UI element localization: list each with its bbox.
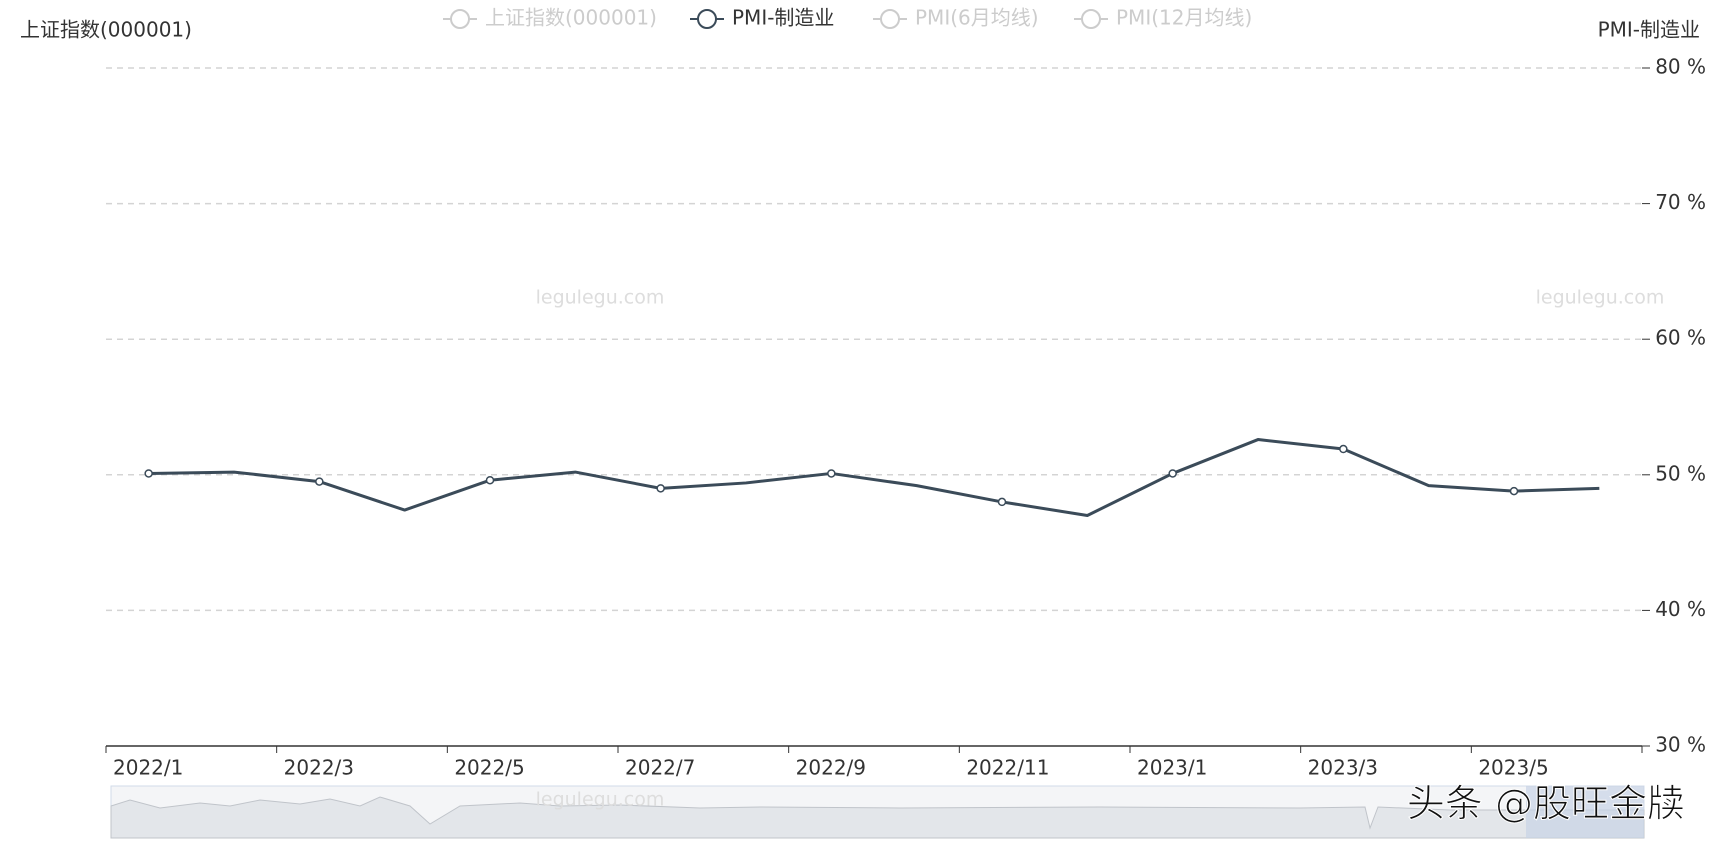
x-tick-label: 2023/5	[1478, 756, 1548, 780]
x-tick-label: 2023/3	[1308, 756, 1378, 780]
legend-symbol	[880, 9, 900, 29]
point	[997, 497, 1007, 507]
legend-symbol	[697, 9, 717, 29]
point	[827, 469, 836, 478]
data-zoom[interactable]	[110, 785, 1645, 839]
point	[1509, 486, 1519, 496]
y2-axis-title: PMI-制造业	[1598, 18, 1700, 42]
x-tick-label: 2022/9	[796, 756, 866, 780]
legend-item[interactable]: PMI-制造业	[690, 6, 834, 30]
y2-tick-label: 70 %	[1655, 190, 1706, 214]
legend-label: PMI-制造业	[732, 6, 834, 30]
y2-tick-label: 50 %	[1655, 461, 1706, 485]
x-tick-label: 2022/1	[113, 756, 183, 780]
legend-symbol	[1081, 9, 1101, 29]
x-tick-label: 2022/3	[284, 756, 354, 780]
legend-symbol	[450, 9, 470, 29]
y2-tick-label: 60 %	[1655, 326, 1706, 350]
y2-tick-label: 80 %	[1655, 55, 1706, 79]
zoom-preview	[110, 796, 1645, 839]
point	[656, 484, 665, 493]
y-axis-title: 上证指数(000001)	[20, 18, 192, 42]
line-series	[148, 438, 1600, 517]
watermark: legulegu.com	[1536, 287, 1665, 309]
point	[485, 475, 495, 485]
legend-item[interactable]: 上证指数(000001)	[443, 6, 657, 30]
point	[1339, 444, 1348, 454]
watermark: legulegu.com	[536, 287, 665, 309]
watermark: legulegu.com	[536, 789, 665, 811]
zoom-window[interactable]	[1526, 786, 1644, 838]
x-tick-label: 2022/11	[966, 756, 1049, 780]
x-tick-label: 2022/5	[454, 756, 524, 780]
watermark: 头条 @股旺金牍	[1407, 782, 1685, 826]
legend-label: 上证指数(000001)	[485, 6, 657, 30]
legend-item[interactable]: PMI(6月均线)	[873, 6, 1039, 30]
x-tick-label: 2022/7	[625, 756, 695, 780]
legend-item[interactable]: PMI(12月均线)	[1074, 6, 1252, 30]
x-tick-label: 2023/1	[1137, 756, 1207, 780]
point	[144, 469, 153, 478]
y2-tick-label: 30 %	[1655, 733, 1706, 757]
legend-label: PMI(12月均线)	[1116, 6, 1252, 30]
point	[1168, 469, 1177, 478]
legend-label: PMI(6月均线)	[915, 6, 1039, 30]
point	[315, 477, 324, 486]
y2-tick-label: 40 %	[1655, 597, 1706, 621]
